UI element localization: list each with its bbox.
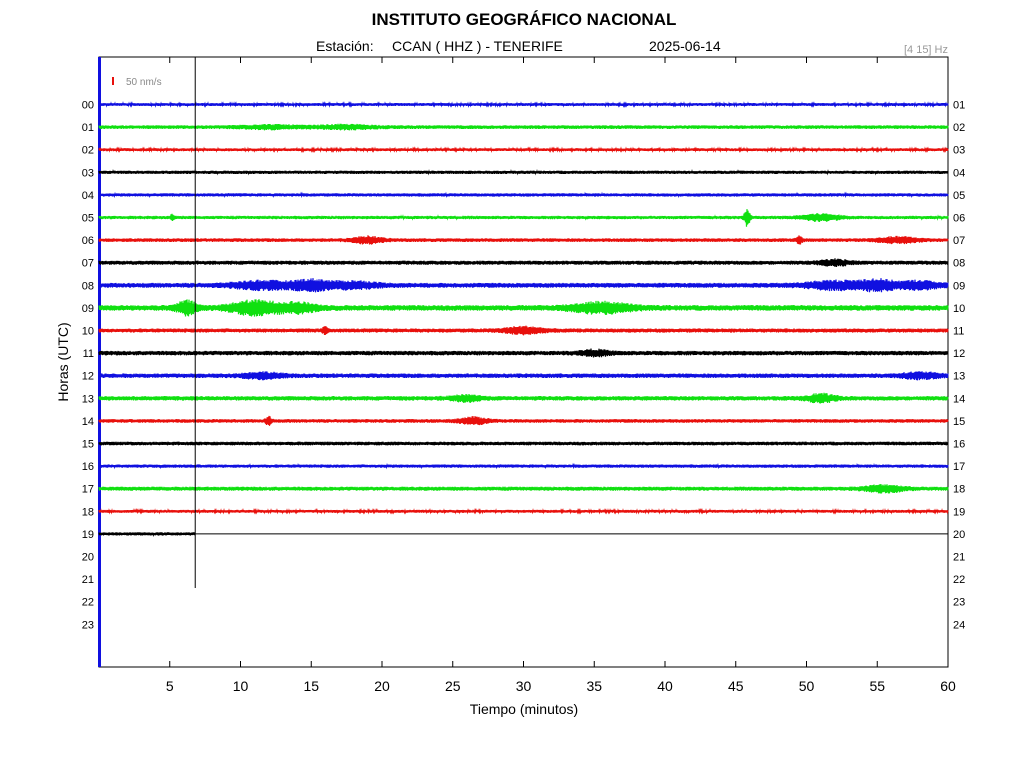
x-tick-label: 50 [799, 678, 815, 694]
filter-band: [4 15] Hz [904, 44, 948, 56]
hour-label-left: 14 [82, 416, 94, 428]
trace-hour-12 [98, 371, 949, 381]
y-axis-label: Horas (UTC) [55, 322, 71, 401]
hour-label-right: 04 [953, 167, 965, 179]
hour-label-left: 18 [82, 506, 94, 518]
hour-label-left: 11 [83, 348, 94, 360]
trace-hour-06 [98, 235, 949, 245]
hour-label-left: 22 [82, 597, 94, 609]
hour-label-left: 10 [82, 326, 94, 338]
hour-label-left: 03 [82, 167, 94, 179]
hour-label-right: 17 [953, 461, 965, 473]
x-tick-label: 60 [940, 678, 956, 694]
hour-label-right: 19 [953, 506, 965, 518]
hour-label-right: 03 [953, 145, 965, 157]
trace-hour-11 [98, 348, 949, 358]
x-axis-label: Tiempo (minutos) [470, 701, 578, 717]
trace-hour-10 [98, 325, 949, 336]
hour-label-right: 09 [953, 280, 965, 292]
station-label: Estación: [316, 38, 374, 54]
hour-label-left: 06 [82, 235, 94, 247]
x-tick-label: 45 [728, 678, 744, 694]
hour-label-right: 10 [953, 303, 965, 315]
trace-hour-00 [98, 101, 949, 108]
trace-hour-04 [98, 191, 949, 199]
hour-label-right: 07 [953, 235, 965, 247]
hour-label-right: 06 [953, 213, 965, 225]
hour-label-right: 13 [953, 371, 965, 383]
scale-bar [112, 77, 114, 85]
hour-label-left: 15 [82, 439, 94, 451]
chart-title: INSTITUTO GEOGRÁFICO NACIONAL [372, 10, 677, 29]
x-tick-label: 35 [586, 678, 602, 694]
hour-label-right: 20 [953, 529, 965, 541]
trace-hour-17 [98, 484, 949, 494]
hour-label-left: 20 [82, 552, 94, 564]
hour-label-right: 08 [953, 258, 965, 270]
hour-label-left: 08 [82, 280, 94, 292]
x-tick-label: 10 [233, 678, 249, 694]
hour-labels-left: 00 01 02 03 04 05 06 07 08 09 10 11 12 13 14 15 16 17 18 19… [82, 100, 94, 632]
x-tick-label: 55 [869, 678, 885, 694]
hour-label-right: 23 [953, 597, 965, 609]
trace-hour-08 [98, 278, 949, 293]
x-tick-label: 30 [516, 678, 532, 694]
hour-label-left: 16 [82, 461, 94, 473]
x-tick-label: 20 [374, 678, 390, 694]
hour-label-left: 07 [82, 258, 94, 270]
trace-hour-01 [98, 123, 949, 131]
hour-label-left: 12 [82, 371, 94, 383]
hour-label-right: 16 [953, 439, 965, 451]
scale-label: 50 nm/s [126, 77, 162, 88]
hour-label-right: 18 [953, 484, 965, 496]
trace-hour-14 [98, 415, 949, 426]
plot-area [98, 56, 949, 668]
hour-label-right: 02 [953, 122, 965, 134]
hour-label-right: 05 [953, 190, 965, 202]
trace-hour-05 [98, 209, 949, 227]
hour-label-left: 13 [82, 393, 94, 405]
hour-label-right: 15 [953, 416, 965, 428]
record-date: 2025-06-14 [649, 38, 721, 54]
hour-label-right: 24 [953, 619, 965, 631]
hour-label-left: 01 [82, 122, 94, 134]
trace-hour-16 [98, 462, 949, 470]
hour-label-right: 21 [953, 552, 965, 564]
hour-label-right: 14 [953, 393, 965, 405]
trace-hour-09 [98, 299, 949, 317]
hour-label-right: 12 [953, 348, 965, 360]
x-axis-ticks: 5 10 15 20 25 30 35 40 45 50 55 60 [166, 57, 956, 694]
hour-label-left: 09 [82, 303, 94, 315]
hour-label-right: 01 [953, 100, 965, 112]
trace-group [98, 101, 949, 538]
trace-hour-13 [98, 392, 949, 404]
trace-hour-07 [98, 258, 949, 268]
hour-label-right: 22 [953, 574, 965, 586]
hour-labels-right: 01 02 03 04 05 06 07 08 09 10 11 12 13 14 15 16 17 18 19 20… [953, 100, 965, 632]
hour-label-left: 05 [82, 213, 94, 225]
x-tick-label: 15 [303, 678, 319, 694]
hour-label-left: 04 [82, 190, 94, 202]
hour-label-left: 23 [82, 619, 94, 631]
trace-hour-03 [98, 168, 949, 176]
hour-label-left: 00 [82, 100, 94, 112]
trace-hour-18 [98, 507, 949, 515]
trace-hour-02 [98, 146, 949, 154]
hour-label-left: 21 [82, 574, 94, 586]
hour-label-left: 19 [82, 529, 94, 541]
x-tick-label: 5 [166, 678, 174, 694]
x-tick-label: 40 [657, 678, 673, 694]
hour-label-left: 02 [82, 145, 94, 157]
trace-hour-15 [98, 441, 949, 446]
hour-label-right: 11 [953, 326, 964, 338]
trace-hour-19 [98, 532, 196, 538]
hour-label-left: 17 [82, 484, 94, 496]
station-name: CCAN ( HHZ ) - TENERIFE [392, 38, 563, 54]
x-tick-label: 25 [445, 678, 461, 694]
